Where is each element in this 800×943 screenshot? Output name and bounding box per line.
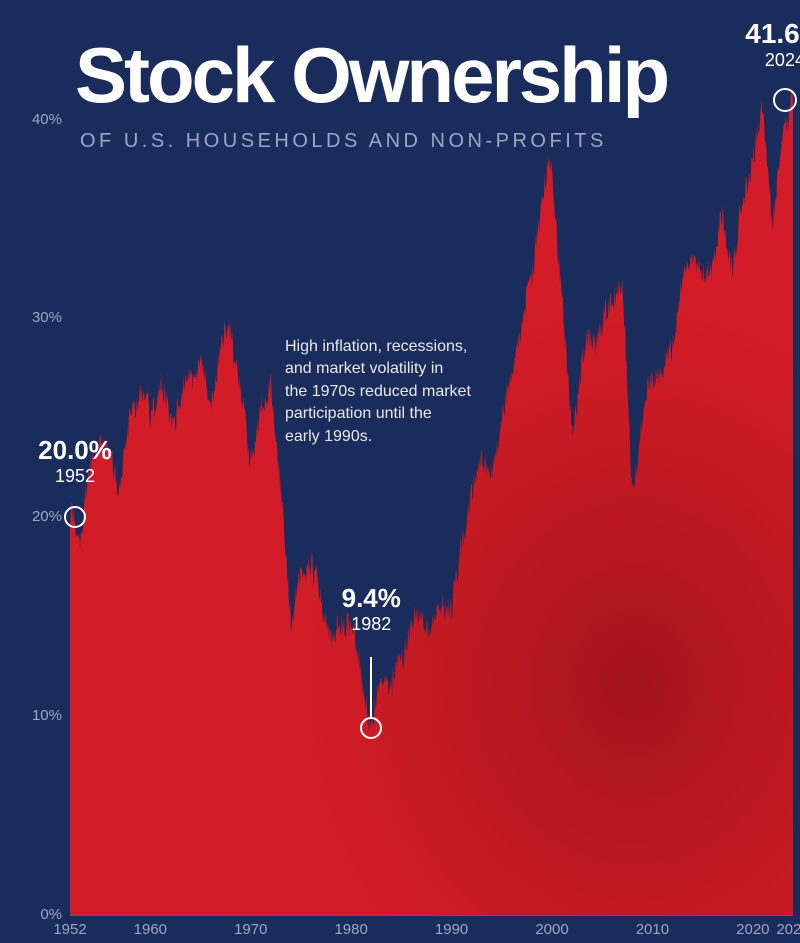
- x-axis-tick-label: 2010: [636, 921, 669, 938]
- callout-label-start: 20.0%1952: [38, 435, 112, 487]
- callout-circle-end: [773, 88, 797, 112]
- x-axis-tick-label: 1960: [134, 921, 167, 938]
- x-axis-tick-label: 1970: [234, 921, 267, 938]
- callout-label-low: 9.4%1982: [342, 583, 401, 635]
- callout-label-end: 41.6%2024: [745, 18, 800, 71]
- y-axis-tick-label: 20%: [22, 508, 62, 525]
- callout-circle-low: [360, 717, 382, 739]
- callout-line-low: [370, 657, 372, 717]
- x-axis-tick-label: 1990: [435, 921, 468, 938]
- x-axis-tick-label: 2000: [535, 921, 568, 938]
- x-axis-tick-label: 2020: [736, 921, 769, 938]
- chart-subtitle: OF U.S. HOUSEHOLDS AND NON-PROFITS: [80, 130, 607, 153]
- x-axis-tick-label: 2024: [776, 921, 800, 938]
- chart-container: Stock Ownership OF U.S. HOUSEHOLDS AND N…: [0, 0, 800, 943]
- x-axis-baseline: [70, 915, 793, 916]
- y-axis-tick-label: 30%: [22, 309, 62, 326]
- annotation-text: High inflation, recessions,and market vo…: [285, 336, 471, 448]
- y-axis-tick-label: 40%: [22, 111, 62, 128]
- x-axis-tick-label: 1980: [334, 921, 367, 938]
- y-axis-tick-label: 10%: [22, 707, 62, 724]
- callout-circle-start: [64, 506, 86, 528]
- chart-title: Stock Ownership: [75, 40, 667, 110]
- x-axis-tick-label: 1952: [53, 921, 86, 938]
